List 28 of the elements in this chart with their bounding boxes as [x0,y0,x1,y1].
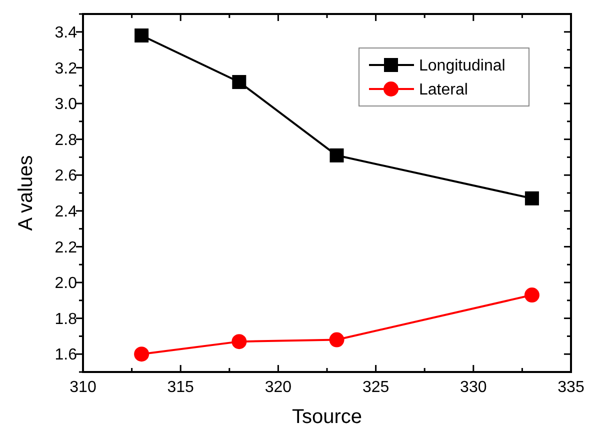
x-tick-label: 320 [264,379,292,396]
y-tick-label: 2.0 [54,275,78,292]
point [524,191,539,206]
y-tick-label: 3.4 [54,24,78,42]
legend-label: Longitudinal [419,58,506,75]
y-tick-label: 2.8 [54,132,78,149]
y-tick-label: 1.6 [54,346,78,364]
point [232,334,247,350]
x-tick-label: 335 [558,379,584,396]
y-tick-label: 1.8 [54,310,78,328]
x-tick-label: 315 [167,379,194,396]
x-tick-label: 310 [70,379,96,396]
point [524,288,540,303]
x-axis-title: Tsource [292,406,362,428]
point [134,346,150,362]
x-tick-label: 330 [460,379,487,396]
legend-label: Lateral [419,82,468,99]
y-axis-title: A values [15,155,37,231]
y-tick-label: 2.2 [54,239,78,256]
point [330,148,344,162]
y-tick-label: 2.4 [54,204,78,220]
point [232,75,246,90]
y-tick-label: 2.6 [54,168,78,185]
point [329,332,344,348]
y-tick-label: 3.2 [54,60,78,78]
x-tick-label: 325 [362,379,390,396]
y-tick-label: 3.0 [54,96,78,114]
point [134,28,149,42]
